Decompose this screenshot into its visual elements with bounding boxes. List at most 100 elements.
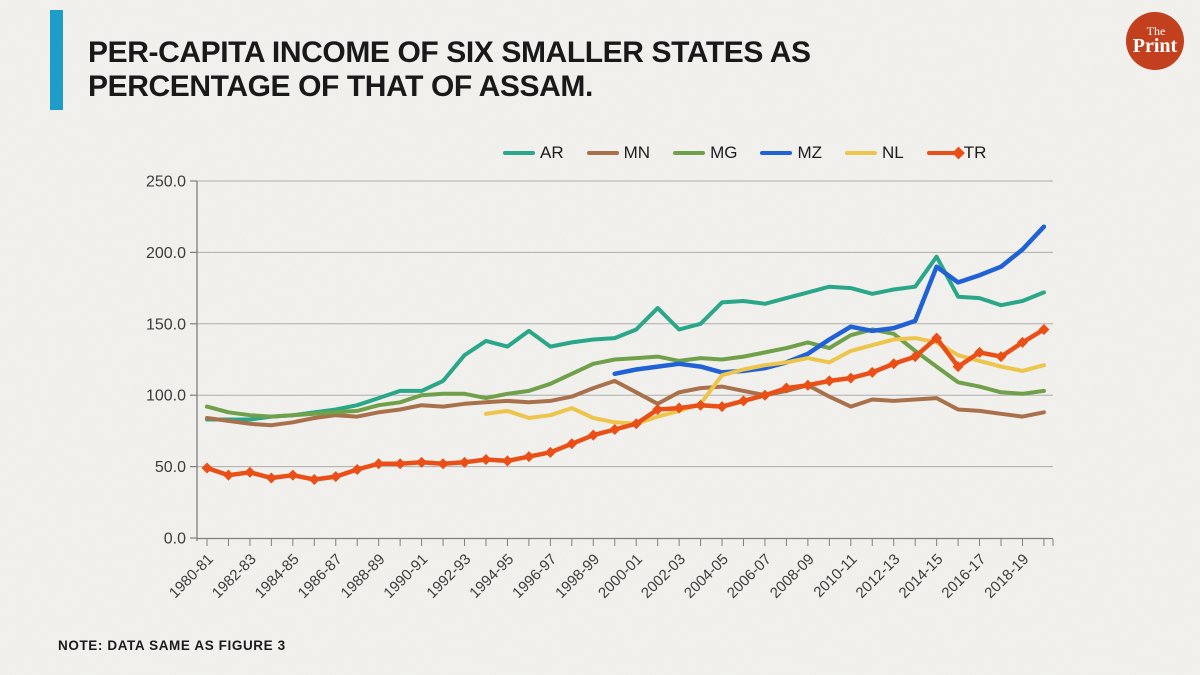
footnote: NOTE: DATA SAME AS FIGURE 3 [58, 638, 286, 653]
x-axis-tick-label: 2006-07 [724, 551, 775, 602]
x-axis-tick-label: 2016-17 [938, 551, 989, 602]
legend-swatch-MG [673, 150, 706, 156]
legend-item-MZ: MZ [760, 143, 822, 163]
x-axis-labels: 1980-811982-831984-851986-871988-891990-… [166, 551, 1032, 602]
axes [196, 181, 1054, 546]
series-MZ [612, 224, 1047, 377]
marker-diamond-TR [974, 346, 986, 358]
x-axis-tick-label: 2004-05 [681, 551, 732, 602]
marker-diamond-TR [823, 375, 835, 387]
marker-diamond-TR [609, 423, 621, 435]
x-axis-tick-label: 2018-19 [981, 551, 1032, 602]
marker-diamond-TR [222, 469, 234, 481]
x-axis-tick-label: 2014-15 [896, 551, 947, 602]
marker-diamond-TR [523, 451, 535, 463]
legend-label-TR: TR [963, 143, 987, 162]
gridlines: 0.0 50.0 100.0 150.0 200.0 250.0 [146, 174, 1053, 548]
marker-diamond-TR [995, 351, 1007, 363]
marker-diamond-TR [351, 463, 363, 475]
marker-diamond-TR [716, 401, 728, 413]
marker-diamond-TR [652, 403, 664, 415]
x-axis-tick-label: 1980-81 [166, 551, 217, 602]
marker-diamond-TR [437, 458, 449, 470]
series-line-AR [205, 254, 1046, 422]
legend-label-MN: MN [623, 143, 651, 162]
marker-diamond-TR [673, 402, 685, 414]
y-axis-tick-label: 150.0 [146, 316, 186, 333]
marker-diamond-TR [308, 473, 320, 485]
marker-diamond-TR [566, 438, 578, 450]
x-axis-tick-label: 2012-13 [853, 551, 904, 602]
legend-item-MG: MG [673, 143, 737, 163]
y-axis-tick-label: 50.0 [155, 459, 186, 476]
marker-diamond-TR [544, 446, 556, 458]
legend-swatch-AR [503, 150, 535, 156]
series-line-MN [205, 378, 1046, 428]
marker-diamond-TR [931, 332, 943, 344]
marker-diamond-TR [416, 456, 428, 468]
x-axis-tick-label: 2010-11 [810, 551, 860, 601]
legend-item-AR: AR [503, 143, 564, 163]
marker-diamond-TR [1038, 324, 1050, 336]
y-axis-tick-label: 250.0 [146, 174, 186, 191]
y-axis-tick-label: 0.0 [164, 531, 186, 548]
title-line-1: PER-CAPITA INCOME OF SIX SMALLER STATES … [88, 36, 811, 69]
series-line-MZ [612, 224, 1047, 377]
marker-diamond-TR [888, 358, 900, 370]
marker-diamond-TR [802, 379, 814, 391]
marker-diamond-TR [244, 466, 256, 478]
marker-diamond-TR [845, 372, 857, 384]
marker-diamond-TR [738, 395, 749, 407]
legend-swatch-TR [926, 146, 965, 160]
series-NL [484, 336, 1046, 426]
marker-diamond-TR [201, 462, 213, 474]
legend-item-NL: NL [845, 143, 904, 163]
series-AR [205, 254, 1046, 422]
marker-diamond-TR [587, 429, 599, 441]
x-axis-tick-label: 1990-91 [380, 551, 431, 602]
x-axis-tick-label: 2002-03 [638, 551, 689, 602]
legend-label-MZ: MZ [797, 143, 823, 162]
marker-diamond-TR [373, 458, 385, 470]
marker-diamond-TR [480, 453, 492, 465]
chart-legend: AR MN MG MZ NL TR [503, 143, 986, 163]
series-TR [201, 324, 1050, 485]
series-MN [205, 378, 1046, 428]
marker-diamond-TR [952, 361, 964, 373]
marker-diamond-TR [501, 455, 513, 467]
title-line-2: PERCENTAGE OF THAT OF ASSAM. [88, 70, 593, 103]
marker-diamond-TR [287, 469, 299, 481]
x-axis-tick-label: 1982-83 [209, 551, 260, 602]
title-accent-bar [50, 10, 63, 110]
marker-diamond-TR [866, 366, 878, 378]
series-line-TR [204, 327, 1047, 482]
x-axis-tick-label: 1992-93 [423, 551, 474, 602]
legend-swatch-NL [845, 150, 878, 156]
logo-text-the: The [1146, 24, 1166, 38]
marker-diamond-TR [759, 389, 771, 401]
legend-label-NL: NL [882, 143, 904, 162]
marker-diamond-TR [265, 472, 277, 484]
logo-text-print: Print [1132, 35, 1178, 57]
legend-label-MG: MG [710, 143, 738, 162]
marker-diamond-TR [459, 456, 471, 468]
series-line-NL [484, 336, 1046, 426]
y-axis-tick-label: 100.0 [146, 388, 186, 405]
series-MG [205, 327, 1046, 419]
x-axis-tick-label: 1984-85 [252, 551, 303, 602]
legend-item-MN: MN [586, 143, 651, 163]
x-axis-tick-label: 1988-89 [338, 551, 389, 602]
marker-diamond-TR [909, 351, 921, 363]
marker-diamond-TR [695, 399, 707, 411]
x-axis-tick-label: 1994-95 [466, 551, 517, 602]
marker-diamond-TR [1016, 336, 1028, 348]
marker-diamond-TR [630, 418, 642, 430]
x-axis-tick-label: 1998-99 [552, 551, 603, 602]
x-axis-tick-label: 1986-87 [295, 551, 346, 602]
series-line-MG [205, 327, 1046, 419]
legend-item-TR: TR [926, 143, 987, 163]
legend-label-AR: AR [540, 143, 564, 162]
theprint-logo: The Print [1126, 12, 1184, 70]
